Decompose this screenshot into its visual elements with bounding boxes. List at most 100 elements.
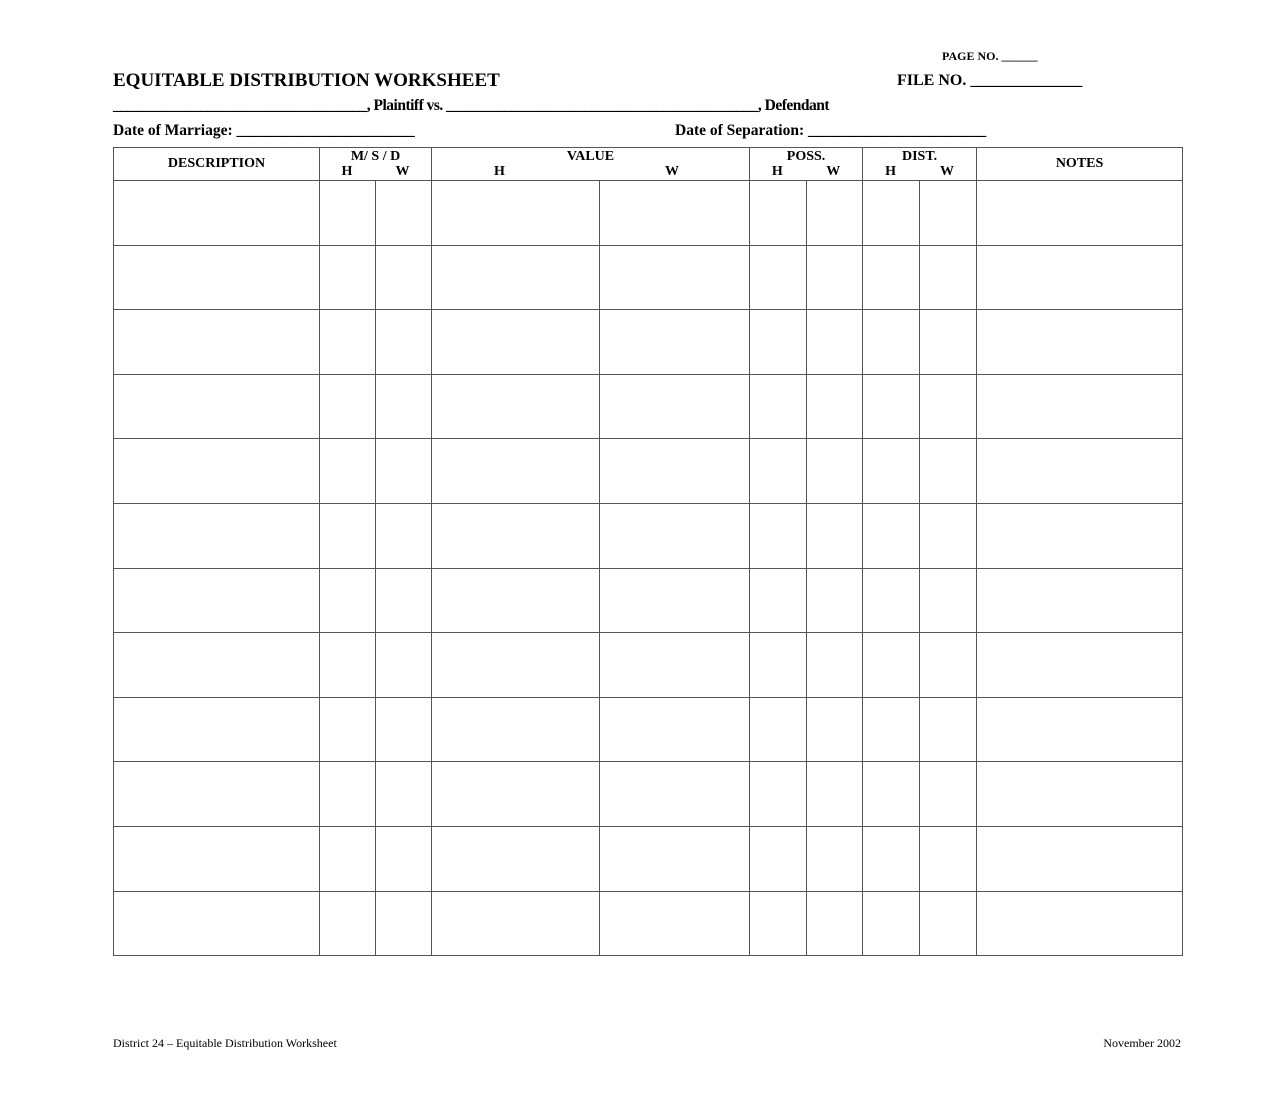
cell-value-h[interactable] [431,502,601,569]
cell-poss-h[interactable] [749,761,808,827]
cell-dist-w[interactable] [919,180,978,246]
cell-value-w[interactable] [599,696,751,763]
cell-poss-h[interactable] [749,567,808,634]
cell-dist-w[interactable] [919,502,978,569]
cell-description[interactable] [113,438,320,504]
cell-poss-w[interactable] [806,696,864,763]
cell-description[interactable] [113,890,320,957]
cell-dist-w[interactable] [919,632,978,698]
cell-dist-h[interactable] [862,825,921,892]
cell-dist-h[interactable] [862,309,921,375]
cell-dist-h[interactable] [862,567,921,634]
cell-description[interactable] [113,761,320,827]
cell-value-h[interactable] [431,244,601,311]
cell-msd-w[interactable] [374,632,433,698]
cell-dist-w[interactable] [919,696,978,763]
cell-value-w[interactable] [599,567,751,634]
cell-notes[interactable] [976,502,1184,569]
cell-value-h[interactable] [431,761,601,827]
cell-dist-h[interactable] [862,244,921,311]
cell-dist-w[interactable] [919,373,978,440]
cell-description[interactable] [113,244,320,311]
cell-description[interactable] [113,825,320,892]
cell-dist-w[interactable] [919,761,978,827]
cell-dist-w[interactable] [919,438,978,504]
cell-poss-h[interactable] [749,696,808,763]
cell-value-w[interactable] [599,502,751,569]
cell-value-h[interactable] [431,309,601,375]
cell-dist-h[interactable] [862,761,921,827]
cell-value-h[interactable] [431,632,601,698]
cell-poss-h[interactable] [749,180,808,246]
cell-msd-w[interactable] [374,309,433,375]
cell-notes[interactable] [976,438,1184,504]
cell-value-w[interactable] [599,309,751,375]
cell-notes[interactable] [976,632,1184,698]
cell-notes[interactable] [976,890,1184,957]
cell-dist-w[interactable] [919,825,978,892]
cell-poss-w[interactable] [806,761,864,827]
cell-poss-w[interactable] [806,632,864,698]
cell-msd-h[interactable] [319,632,376,698]
cell-dist-h[interactable] [862,373,921,440]
cell-poss-h[interactable] [749,632,808,698]
cell-description[interactable] [113,309,320,375]
cell-dist-w[interactable] [919,244,978,311]
cell-msd-w[interactable] [374,180,433,246]
cell-dist-h[interactable] [862,632,921,698]
cell-msd-h[interactable] [319,502,376,569]
cell-description[interactable] [113,632,320,698]
cell-value-h[interactable] [431,825,601,892]
cell-poss-h[interactable] [749,373,808,440]
cell-description[interactable] [113,180,320,246]
cell-notes[interactable] [976,567,1184,634]
cell-dist-h[interactable] [862,180,921,246]
cell-poss-h[interactable] [749,244,808,311]
cell-poss-w[interactable] [806,309,864,375]
cell-poss-h[interactable] [749,890,808,957]
cell-msd-w[interactable] [374,567,433,634]
cell-poss-h[interactable] [749,502,808,569]
cell-msd-w[interactable] [374,890,433,957]
cell-msd-w[interactable] [374,438,433,504]
cell-poss-h[interactable] [749,825,808,892]
cell-value-w[interactable] [599,438,751,504]
cell-poss-h[interactable] [749,438,808,504]
cell-value-h[interactable] [431,890,601,957]
cell-value-w[interactable] [599,825,751,892]
cell-poss-w[interactable] [806,825,864,892]
cell-msd-h[interactable] [319,890,376,957]
cell-msd-h[interactable] [319,825,376,892]
cell-msd-h[interactable] [319,309,376,375]
cell-poss-w[interactable] [806,890,864,957]
cell-poss-w[interactable] [806,438,864,504]
cell-poss-w[interactable] [806,244,864,311]
cell-notes[interactable] [976,373,1184,440]
cell-value-h[interactable] [431,696,601,763]
cell-notes[interactable] [976,761,1184,827]
cell-msd-w[interactable] [374,761,433,827]
cell-msd-w[interactable] [374,502,433,569]
cell-msd-w[interactable] [374,373,433,440]
cell-msd-w[interactable] [374,696,433,763]
cell-msd-h[interactable] [319,761,376,827]
cell-value-w[interactable] [599,761,751,827]
cell-poss-w[interactable] [806,502,864,569]
cell-value-w[interactable] [599,890,751,957]
cell-dist-w[interactable] [919,890,978,957]
cell-notes[interactable] [976,180,1184,246]
cell-msd-h[interactable] [319,180,376,246]
cell-msd-w[interactable] [374,825,433,892]
cell-poss-w[interactable] [806,373,864,440]
cell-value-h[interactable] [431,180,601,246]
cell-dist-w[interactable] [919,567,978,634]
cell-value-h[interactable] [431,567,601,634]
cell-poss-w[interactable] [806,180,864,246]
cell-dist-h[interactable] [862,438,921,504]
cell-poss-h[interactable] [749,309,808,375]
cell-description[interactable] [113,373,320,440]
cell-notes[interactable] [976,696,1184,763]
cell-msd-h[interactable] [319,244,376,311]
cell-value-w[interactable] [599,180,751,246]
cell-poss-w[interactable] [806,567,864,634]
